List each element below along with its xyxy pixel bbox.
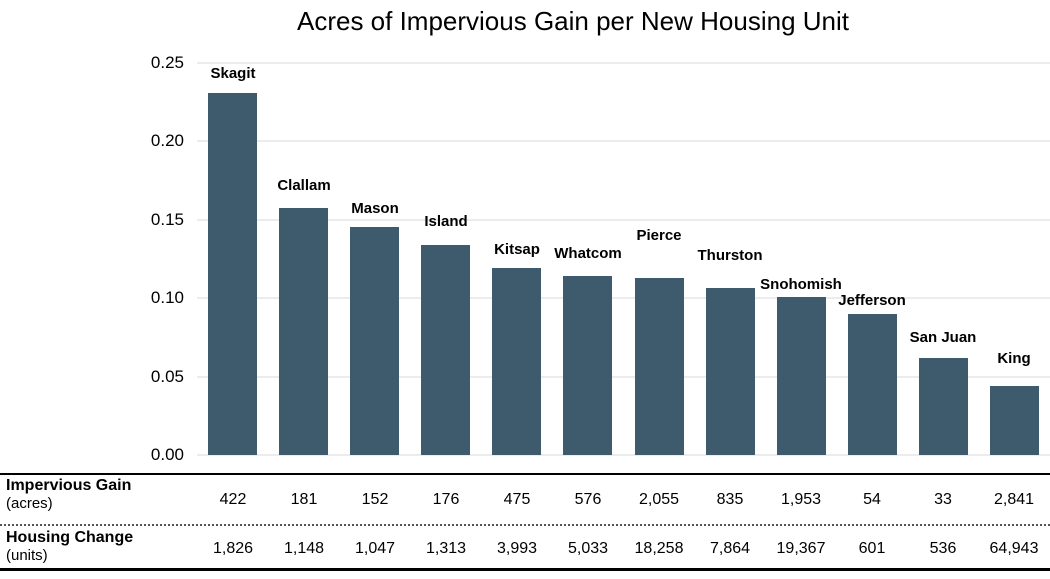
- y-gridline: [197, 375, 1050, 378]
- row1-sublabel: (acres): [6, 495, 53, 512]
- table-cell: 422: [219, 491, 247, 508]
- table-top-border: [0, 473, 1050, 475]
- table-cell: 19,367: [776, 540, 826, 557]
- table-cell: 1,313: [425, 540, 467, 557]
- table-cell: 176: [432, 491, 460, 508]
- table-cell: 5,033: [567, 540, 609, 557]
- y-axis-tick-label: 0.15: [150, 209, 184, 229]
- table-bottom-border: [0, 568, 1050, 571]
- row1-label: Impervious Gain: [6, 477, 132, 494]
- chart-title: Acres of Impervious Gain per New Housing…: [296, 6, 849, 36]
- bar-kitsap: [492, 268, 541, 455]
- bar-label: Clallam: [277, 177, 331, 194]
- table-cell: 1,047: [354, 540, 396, 557]
- table-cell: 181: [290, 491, 318, 508]
- y-gridline: [197, 62, 1050, 64]
- y-axis-tick-label: 0.20: [150, 131, 184, 151]
- bar-snohomish: [777, 297, 826, 455]
- table-cell: 2,841: [993, 491, 1035, 508]
- bar-thurston: [706, 288, 755, 455]
- row2-label: Housing Change: [6, 529, 134, 546]
- y-axis-tick-label: 0.05: [150, 366, 184, 386]
- y-gridline: [197, 218, 1050, 221]
- bar-label: Thurston: [697, 247, 763, 264]
- bar-label: Skagit: [210, 65, 256, 82]
- table-cell: 1,148: [283, 540, 325, 557]
- bar-label: Mason: [351, 200, 399, 217]
- table-cell: 33: [934, 491, 952, 508]
- bar-label: Island: [424, 213, 468, 230]
- bar-label: Kitsap: [494, 241, 540, 258]
- bar-label: Snohomish: [760, 276, 842, 293]
- bar-jefferson: [848, 314, 897, 455]
- table-cell: 152: [361, 491, 389, 508]
- table-cell: 601: [858, 540, 886, 557]
- y-axis-tick-label: 0.10: [150, 288, 184, 308]
- table-cell: 54: [863, 491, 881, 508]
- table-cell: 536: [929, 540, 957, 557]
- table-cell: 3,993: [496, 540, 538, 557]
- table-cell: 2,055: [638, 491, 680, 508]
- y-axis-tick-label: 0.00: [150, 445, 184, 464]
- y-gridline: [197, 140, 1050, 143]
- table-cell: 64,943: [989, 540, 1039, 557]
- bar-mason: [350, 227, 399, 455]
- table-cell: 18,258: [634, 540, 684, 557]
- bar-pierce: [635, 278, 684, 455]
- bar-label: Whatcom: [554, 245, 622, 262]
- table-cell: 576: [574, 491, 602, 508]
- y-gridline: [197, 454, 1050, 456]
- table-cell: 475: [503, 491, 531, 508]
- table-row-separator: [0, 524, 1050, 526]
- bar-san-juan: [919, 358, 968, 455]
- y-axis-tick-label: 0.25: [150, 53, 184, 72]
- table-cell: 835: [716, 491, 744, 508]
- bar-label: Jefferson: [838, 292, 906, 309]
- table-cell: 1,826: [212, 540, 254, 557]
- bar-clallam: [279, 208, 328, 455]
- bar-island: [421, 245, 470, 455]
- table-cell: 1,953: [780, 491, 822, 508]
- bar-label: King: [997, 350, 1031, 367]
- y-gridline: [197, 297, 1050, 300]
- bar-whatcom: [563, 276, 612, 455]
- bar-label: Pierce: [636, 227, 682, 244]
- bar-label: San Juan: [909, 329, 977, 346]
- bar-king: [990, 386, 1039, 455]
- bar-skagit: [208, 93, 257, 455]
- row2-sublabel: (units): [6, 547, 48, 564]
- table-cell: 7,864: [709, 540, 751, 557]
